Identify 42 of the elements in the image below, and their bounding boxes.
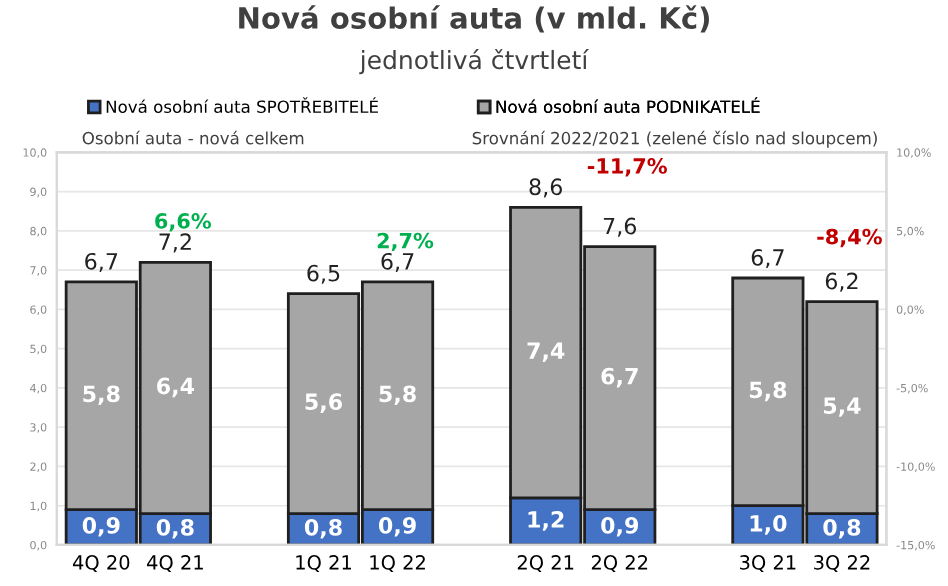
data-label: 6,7 (601, 367, 638, 388)
chart-subtitle: jednotlivá čtvrtletí (359, 48, 589, 75)
annotation: 2,7% (377, 232, 434, 252)
total-label: 6,2 (825, 272, 858, 292)
total-label: 8,6 (529, 178, 562, 198)
data-label: 6,4 (157, 377, 195, 398)
annotation: 6,6% (155, 213, 212, 232)
total-label: 6,7 (381, 252, 414, 273)
total-label: 7,2 (159, 233, 191, 253)
data-label: 0,9 (378, 516, 416, 537)
x-tick-label: 4Q 21 (147, 555, 203, 572)
data-label: 0,9 (601, 516, 639, 537)
text: Srovnání 2022/2021 (zelené číslo nad sloupcem) (472, 130, 877, 148)
chart-title: Nová osobní auta (v mld. Kč) (239, 5, 709, 33)
text: Osobní auta - nová celkem (82, 130, 304, 145)
data-label: 5,4 (823, 397, 861, 417)
data-label: 5,8 (379, 385, 416, 406)
x-tick-label: 3Q 22 (814, 555, 870, 572)
total-label: 6,7 (751, 249, 784, 269)
x-tick-label: 3Q 21 (740, 555, 796, 572)
data-label: 0,8 (823, 518, 861, 539)
data-label: 0,9 (82, 516, 120, 537)
legend-label: Nová osobní auta PODNIKATELÉ (496, 97, 760, 114)
annotation: -8,4% (817, 228, 882, 248)
data-label: 5,6 (305, 393, 342, 413)
x-tick-label: 2Q 22 (591, 555, 648, 572)
legend-label: Nová osobní auta SPOTŘEBITELÉ (106, 97, 378, 114)
annotation: -11,7% (587, 158, 667, 177)
total-label: 6,7 (85, 252, 118, 273)
total-label: 6,5 (307, 264, 340, 284)
data-label: 5,8 (749, 381, 787, 402)
data-label: 1,2 (528, 511, 564, 531)
total-label: 7,6 (603, 217, 637, 237)
data-label: 1,0 (750, 514, 787, 535)
data-label: 0,8 (304, 518, 342, 539)
x-tick-label: 4Q 20 (72, 555, 130, 572)
x-tick-label: 1Q 21 (296, 555, 352, 572)
x-tick-label: 1Q 22 (370, 555, 425, 572)
data-label: 7,4 (527, 342, 565, 362)
data-label: 5,8 (83, 385, 120, 406)
data-label: 0,8 (156, 518, 194, 539)
x-tick-label: 2Q 21 (517, 555, 574, 572)
